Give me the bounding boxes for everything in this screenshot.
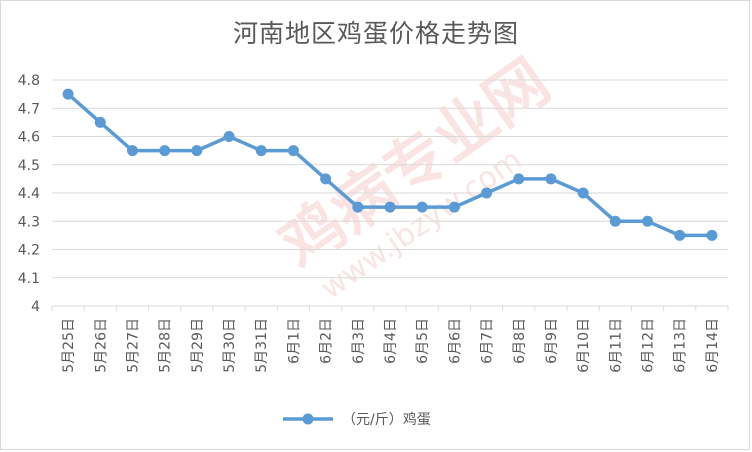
x-tick-label: 5月29日 [190,318,206,373]
y-tick-label: 4.6 [18,130,40,146]
x-tick-label: 6月9日 [544,318,560,364]
data-point [384,201,396,213]
y-tick-label: 4.8 [18,73,40,89]
legend-marker-swatch [302,413,314,425]
data-point [159,145,171,157]
chart-title: 河南地区鸡蛋价格走势图 [232,19,519,48]
x-tick-label: 6月3日 [351,318,367,364]
x-tick-label: 6月7日 [480,318,496,364]
data-point [448,201,460,213]
x-tick-label: 6月6日 [447,318,463,364]
x-tick-label: 6月12日 [641,318,657,373]
y-tick-label: 4 [31,299,40,315]
y-tick-label: 4.7 [18,101,40,117]
x-tick-label: 5月25日 [61,318,77,373]
data-point [642,215,654,227]
gridlines [52,79,728,307]
x-axis-ticks: 5月25日 5月26日 5月27日 5月28日 5月29日 5月30日 5月31日 6月1日 6… [51,306,729,373]
x-tick-label: 5月31日 [254,318,270,373]
data-point [513,173,525,185]
series-layer [62,88,718,241]
y-tick-label: 4.1 [18,271,40,287]
data-point [126,145,138,157]
y-tick-label: 4.4 [18,186,40,202]
data-point [706,229,718,241]
x-tick-label: 6月14日 [705,318,721,373]
data-point [255,145,267,157]
data-point [191,145,203,157]
data-point [223,131,235,142]
y-axis-ticks: 4 4.1 4.2 4.3 4.4 4.5 4.6 4.7 4.8 [18,73,40,315]
legend-label: （元/斤）鸡蛋 [342,411,431,428]
x-tick-label: 6月4日 [383,318,399,364]
x-tick-label: 6月11日 [608,318,624,373]
data-point [287,145,299,157]
y-tick-label: 4.5 [18,158,40,174]
legend: （元/斤）鸡蛋 [283,411,431,428]
x-tick-label: 5月28日 [158,318,174,373]
data-point [94,116,106,128]
data-point [416,201,428,213]
x-tick-label: 5月30日 [222,318,238,373]
x-tick-label: 6月2日 [319,318,335,364]
data-point [609,215,621,227]
data-point [320,173,332,185]
data-point [352,201,364,213]
data-point [577,187,589,199]
y-tick-label: 4.3 [18,214,40,230]
x-tick-label: 5月27日 [125,318,141,373]
x-tick-label: 5月26日 [93,318,109,373]
data-point [674,229,686,241]
x-tick-label: 6月1日 [286,318,302,364]
data-point [481,187,493,199]
x-tick-label: 6月8日 [512,318,528,364]
x-tick-label: 6月13日 [673,318,689,373]
data-point [545,173,557,185]
data-point [62,88,74,100]
x-tick-label: 6月5日 [415,318,431,364]
x-tick-label: 6月10日 [576,318,592,373]
y-tick-label: 4.2 [18,243,40,259]
